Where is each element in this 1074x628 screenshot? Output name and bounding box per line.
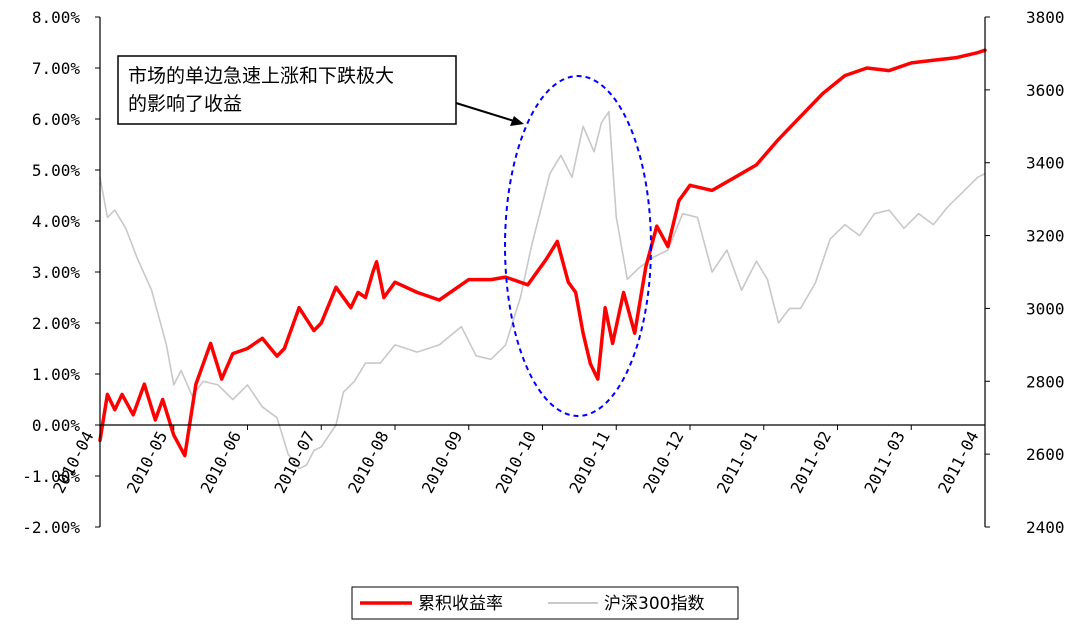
left-axis-tick-label: 1.00% bbox=[32, 365, 81, 384]
x-axis-tick-label: 2010-06 bbox=[197, 428, 245, 496]
right-axis-tick-label: 3200 bbox=[1026, 227, 1065, 246]
left-axis-tick-label: -1.00% bbox=[22, 467, 80, 486]
left-axis-tick-label: 6.00% bbox=[32, 110, 81, 129]
x-axis-tick-label: 2010-12 bbox=[639, 428, 687, 496]
left-axis-tick-label: 7.00% bbox=[32, 59, 81, 78]
left-axis-tick-label: 3.00% bbox=[32, 263, 81, 282]
x-axis-tick-label: 2010-11 bbox=[565, 428, 613, 496]
annotation-arrow bbox=[455, 102, 515, 122]
annotation-box bbox=[117, 55, 457, 125]
right-axis-tick-label: 2600 bbox=[1026, 445, 1065, 464]
x-axis-tick-label: 2010-05 bbox=[123, 428, 171, 496]
right-axis-tick-label: 3800 bbox=[1026, 8, 1065, 27]
x-axis-tick-label: 2011-04 bbox=[934, 428, 982, 496]
legend-label-cumulative-return: 累积收益率 bbox=[418, 594, 503, 614]
annotation-arrowhead bbox=[510, 116, 524, 126]
right-axis-tick-label: 3000 bbox=[1026, 299, 1065, 318]
x-axis-tick-label: 2011-02 bbox=[787, 428, 835, 496]
x-axis-tick-label: 2010-07 bbox=[270, 428, 318, 496]
series-line-cumulative-return bbox=[98, 48, 987, 458]
x-axis-tick-label: 2010-09 bbox=[418, 428, 466, 496]
annotation-text-line1: 市场的单边急速上涨和下跌极大 bbox=[128, 65, 394, 87]
x-axis-tick-label: 2011-01 bbox=[713, 428, 761, 496]
annotation-text-line2: 的影响了收益 bbox=[128, 93, 242, 115]
right-axis-tick-label: 3600 bbox=[1026, 81, 1065, 100]
right-axis-tick-label: 2800 bbox=[1026, 372, 1065, 391]
legend-box bbox=[351, 586, 739, 620]
series-line-csi300 bbox=[99, 110, 986, 470]
left-axis-tick-label: 2.00% bbox=[32, 314, 81, 333]
x-axis-tick-label: 2010-10 bbox=[492, 428, 540, 496]
right-axis-tick-label: 3400 bbox=[1026, 154, 1065, 173]
series-layer bbox=[98, 48, 987, 470]
left-axis-tick-label: 0.00% bbox=[32, 416, 81, 435]
x-axis-tick-label: 2011-03 bbox=[860, 428, 908, 496]
x-axis-tick-label: 2010-08 bbox=[344, 428, 392, 496]
legend-label-csi300: 沪深300指数 bbox=[604, 594, 704, 614]
x-axis-tick-label: 2010-04 bbox=[49, 428, 97, 496]
right-axis-tick-label: 2400 bbox=[1026, 518, 1065, 537]
left-axis-tick-label: -2.00% bbox=[22, 518, 80, 537]
left-axis-tick-label: 5.00% bbox=[32, 161, 81, 180]
left-axis-tick-label: 8.00% bbox=[32, 8, 81, 27]
left-axis-tick-label: 4.00% bbox=[32, 212, 81, 231]
highlight-ellipse bbox=[504, 75, 652, 417]
